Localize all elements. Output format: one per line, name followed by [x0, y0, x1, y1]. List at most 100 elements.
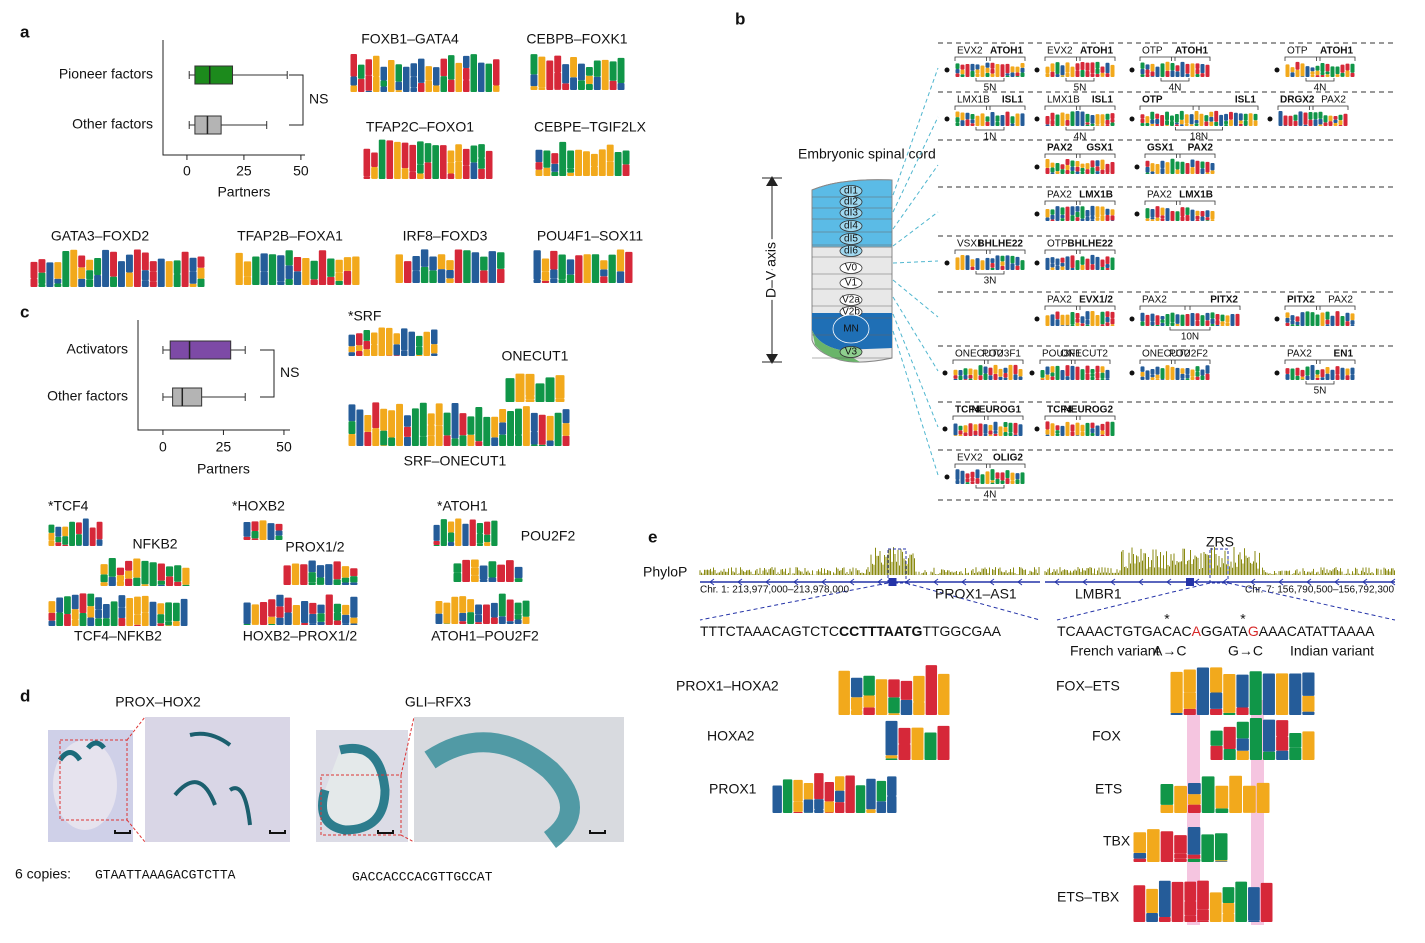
tf-name: TCF4: [955, 405, 980, 416]
logo-letter: [1060, 164, 1065, 170]
logo-letter: [988, 367, 993, 376]
logo-letter: [514, 619, 522, 624]
bracket: [260, 349, 275, 398]
logo-letter: [1010, 472, 1015, 481]
logo-letter: [965, 482, 970, 484]
logo-letter: [417, 164, 424, 174]
logo-letter: [1015, 265, 1020, 270]
domain-label: dI1: [844, 186, 858, 197]
logo-letter: [1095, 206, 1100, 218]
logo-letter: [1205, 320, 1210, 326]
tf-name: ATOH1: [990, 46, 1023, 57]
logo-letter: [488, 561, 497, 578]
tf-name: PAX2: [1047, 295, 1072, 306]
logo-letter: [1195, 320, 1200, 326]
logo-letter: [1150, 163, 1155, 172]
logo-letter: [960, 112, 965, 121]
logo-letter: [1070, 424, 1075, 432]
logo-letter: [1200, 64, 1205, 74]
logo-letter: [583, 254, 591, 283]
logo-letter: [1262, 673, 1275, 715]
logo-letter: [863, 675, 875, 696]
logo-letter: [395, 64, 402, 82]
logo-letter: [1158, 917, 1171, 922]
logo-letter: [335, 280, 343, 285]
site-bracket: [1044, 105, 1116, 110]
logo-letter: [1190, 167, 1195, 174]
logo-letter: [432, 145, 439, 179]
logo-letter: [1179, 110, 1184, 120]
logo-letter: [1318, 124, 1323, 126]
logo-letter: [268, 599, 276, 617]
logo-letter: [975, 64, 980, 70]
logo-letter: [1055, 425, 1060, 431]
logo-letter: [1105, 62, 1110, 74]
site-bracket: [1044, 56, 1116, 61]
logo-letter: [448, 55, 455, 80]
logo-letter: [1150, 123, 1155, 126]
logo-letter: [1045, 209, 1050, 218]
logo-letter: [1295, 375, 1300, 380]
logo-letter: [1015, 72, 1020, 77]
logo-letter: [94, 258, 102, 275]
logo-letter: [1205, 210, 1210, 218]
sequence-logo: [838, 665, 950, 715]
logo-letter: [1333, 116, 1338, 120]
logo-letter: [1045, 167, 1050, 174]
logo-letter: [497, 268, 505, 283]
logo-letter: [251, 604, 259, 625]
logo-letter: [968, 378, 973, 380]
logo-letter: [1090, 422, 1095, 429]
logo-letter: [1070, 312, 1075, 325]
logo-letter: [1100, 434, 1105, 436]
logo-letter: [1080, 61, 1085, 70]
logo-letter: [1003, 422, 1008, 428]
spacing-bracket: [975, 78, 1005, 82]
logo-letter: [365, 90, 372, 92]
domain-label: dI5: [844, 234, 858, 245]
logo-letter: [1189, 114, 1194, 125]
logo-letter: [968, 374, 973, 379]
logo-letter: [141, 595, 149, 613]
logo-letter: [578, 63, 585, 81]
logo-letter: [1090, 432, 1095, 436]
logo-letter: [1045, 315, 1050, 326]
tf-name: ONECUT2: [1142, 349, 1190, 360]
logo-letter: [404, 426, 411, 437]
logo-letter: [1278, 111, 1283, 126]
logo-letter: [1140, 366, 1145, 372]
tf-name: OLIG2: [993, 453, 1023, 464]
logo-letter: [1289, 732, 1302, 748]
site-bracket: [1139, 305, 1241, 310]
logo-letter: [1080, 369, 1085, 380]
logo-letter: [1140, 376, 1145, 380]
logo-letter: [491, 520, 498, 546]
logo-letter: [990, 482, 995, 484]
logo-letter: [396, 403, 403, 446]
logo-letter: [1308, 112, 1313, 120]
logo-letter: [309, 613, 317, 624]
logo-letter: [1243, 785, 1256, 813]
panel-label: d: [20, 686, 30, 705]
logo-letter: [1183, 692, 1196, 709]
logo-letter: [550, 278, 558, 283]
logo-letter: [439, 145, 447, 179]
logo-letter: [1080, 323, 1085, 326]
annotation: NS: [280, 364, 299, 380]
logo-letter: [356, 345, 363, 351]
logo-letter: [1293, 114, 1298, 121]
zoom-box: [59, 739, 128, 821]
logo-letter: [1150, 369, 1155, 375]
domain-marker: [839, 346, 863, 358]
logo-letter: [980, 474, 985, 484]
tf-name: VSX1: [957, 239, 983, 250]
logo-letter: [1145, 74, 1150, 77]
logo-letter: [1303, 124, 1308, 126]
tf-name: GSX1: [1147, 143, 1174, 154]
logo-letter: [378, 327, 385, 356]
logo-letter: [38, 272, 46, 285]
logo-letter: [149, 601, 157, 626]
logo-letter: [427, 413, 435, 426]
logo-letter: [470, 54, 477, 92]
logo-letter: [243, 623, 251, 625]
